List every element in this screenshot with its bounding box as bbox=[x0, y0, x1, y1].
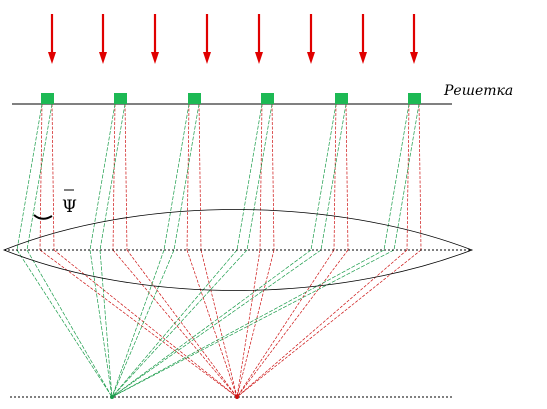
undiffracted-ray-upper bbox=[198, 103, 202, 251]
undiffracted-ray-lower bbox=[126, 249, 238, 398]
grating-slits bbox=[41, 93, 421, 104]
incident-arrow-head bbox=[307, 52, 315, 64]
diffracted-ray-lower bbox=[111, 249, 175, 398]
diffracted-ray-upper bbox=[173, 103, 200, 251]
incident-arrow-head bbox=[359, 52, 367, 64]
undiffracted-ray-lower bbox=[39, 249, 238, 398]
undiffracted-ray-upper bbox=[186, 103, 190, 251]
diffracted-ray-upper bbox=[99, 103, 126, 251]
grating-slit bbox=[261, 93, 274, 104]
diffracted-ray-lower bbox=[111, 249, 395, 398]
undiffracted-focus-point bbox=[235, 395, 239, 399]
diffracted-ray-upper bbox=[163, 103, 190, 251]
diffracted-ray-upper bbox=[393, 103, 420, 251]
undiffracted-ray-upper bbox=[333, 103, 337, 251]
incident-arrow-head bbox=[151, 52, 159, 64]
undiffracted-ray-upper bbox=[51, 103, 55, 251]
diffracted-ray-lower bbox=[26, 249, 113, 398]
grating-slit bbox=[41, 93, 54, 104]
diffracted-ray-lower bbox=[16, 249, 113, 398]
diffracted-focus-point bbox=[110, 395, 114, 399]
incident-arrow-head bbox=[410, 52, 418, 64]
undiffracted-ray-upper bbox=[271, 103, 275, 251]
lens-outline bbox=[2, 209, 474, 291]
diffracted-ray-upper bbox=[246, 103, 273, 251]
undiffracted-ray-lower bbox=[236, 249, 349, 398]
diffracted-ray-upper bbox=[310, 103, 337, 251]
diffracted-ray-upper bbox=[26, 103, 53, 251]
undiffracted-ray-lower bbox=[236, 249, 408, 398]
incident-arrow-head bbox=[48, 52, 56, 64]
undiffracted-ray-upper bbox=[259, 103, 263, 251]
incident-arrow-head bbox=[255, 52, 263, 64]
angle-label-psi: Ψ bbox=[62, 197, 77, 217]
undiffracted-ray-upper bbox=[112, 103, 116, 251]
diffracted-ray-lower bbox=[111, 249, 165, 398]
undiffracted-ray-upper bbox=[124, 103, 128, 251]
diffracted-ray-upper bbox=[236, 103, 263, 251]
undiffracted-ray-upper bbox=[406, 103, 410, 251]
undiffracted-ray-upper bbox=[418, 103, 422, 251]
grating-slit bbox=[114, 93, 127, 104]
undiffracted-ray-upper bbox=[39, 103, 43, 251]
undiffracted-ray-upper bbox=[345, 103, 349, 251]
grating-slit bbox=[335, 93, 348, 104]
focal-points bbox=[110, 395, 239, 399]
incident-arrow-head bbox=[203, 52, 211, 64]
diffracted-ray-lower bbox=[111, 249, 322, 398]
undiffracted-ray-lower bbox=[236, 249, 275, 398]
undiffracted-ray-lower bbox=[236, 249, 335, 398]
diffracted-ray-lower bbox=[111, 249, 385, 398]
grating-slit bbox=[408, 93, 421, 104]
diffracted-ray-lower bbox=[89, 249, 113, 398]
diffracted-ray-upper bbox=[89, 103, 116, 251]
grating-slit bbox=[188, 93, 201, 104]
grating-label: Решетка bbox=[443, 83, 513, 99]
incident-light-arrows bbox=[48, 14, 418, 64]
diffracted-ray-lower bbox=[111, 249, 248, 398]
diffracted-ray-upper bbox=[16, 103, 43, 251]
undiffracted-ray-lower bbox=[200, 249, 238, 398]
undiffracted-ray-lower bbox=[112, 249, 238, 398]
undiffracted-ray-lower bbox=[53, 249, 238, 398]
undiffracted-ray-lower bbox=[236, 249, 422, 398]
diffracted-ray-upper bbox=[383, 103, 410, 251]
diffracted-ray-lower bbox=[111, 249, 312, 398]
diffracted-ray-lower bbox=[99, 249, 113, 398]
diffracted-rays bbox=[16, 103, 422, 398]
incident-arrow-head bbox=[99, 52, 107, 64]
diffracted-ray-upper bbox=[320, 103, 347, 251]
diffracted-ray-lower bbox=[111, 249, 238, 398]
angle-arc bbox=[33, 214, 53, 220]
